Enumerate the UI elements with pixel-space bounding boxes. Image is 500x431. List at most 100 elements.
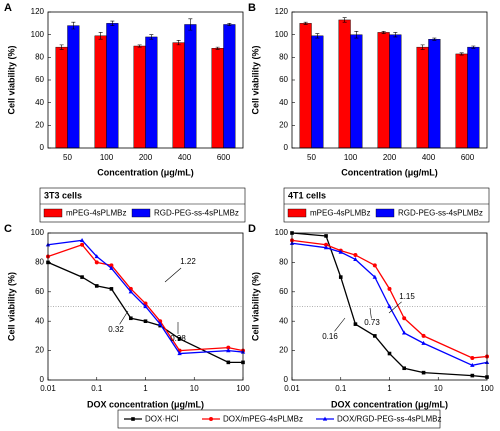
- y-tick-label: 40: [279, 98, 288, 107]
- error-bar: [110, 20, 115, 26]
- marker: [324, 242, 329, 247]
- error-bar: [420, 44, 425, 50]
- marker: [470, 355, 475, 360]
- x-axis-label: Concentration (μg/mL): [341, 167, 438, 177]
- x-tick-label: 600: [461, 153, 475, 162]
- plot-frame: [291, 232, 488, 381]
- legend-box: [283, 187, 490, 223]
- error-bar: [471, 45, 476, 49]
- marker: [401, 330, 407, 335]
- error-bar: [354, 30, 359, 39]
- y-tick-label: 0: [284, 143, 289, 152]
- y-tick-label: 100: [275, 30, 289, 39]
- series-line: [47, 239, 244, 355]
- legend-label: RGD-PEG-ss-4sPLMBz: [154, 209, 239, 218]
- y-tick-label: 40: [279, 316, 288, 325]
- legend-title: 4T1 cells: [288, 190, 326, 200]
- error-bar: [432, 37, 437, 41]
- y-axis-label: Cell viability (%): [250, 272, 260, 341]
- x-axis-label: DOX concentration (μg/mL): [87, 399, 204, 409]
- annotation: 0.32: [108, 325, 124, 334]
- error-bar: [98, 32, 103, 40]
- bar: [172, 42, 185, 149]
- legend-swatch: [131, 208, 151, 218]
- marker: [109, 263, 114, 268]
- bar: [145, 36, 158, 149]
- marker: [94, 284, 99, 288]
- y-tick-label: 0: [284, 375, 289, 384]
- panel-label: B: [248, 2, 256, 14]
- marker: [338, 249, 343, 254]
- annotation: 0.16: [322, 332, 338, 341]
- bar: [94, 35, 107, 149]
- x-tick-label: 1: [143, 384, 148, 393]
- x-tick-label: 50: [307, 153, 316, 162]
- marker: [372, 263, 377, 268]
- x-tick-label: 100: [236, 384, 250, 393]
- error-bar: [137, 44, 142, 48]
- marker: [109, 265, 114, 270]
- error-bar: [176, 40, 181, 46]
- marker: [338, 275, 343, 279]
- marker: [157, 321, 163, 326]
- x-tick-label: 0.1: [335, 384, 347, 393]
- annotation-arrow: [388, 301, 402, 314]
- bar: [299, 23, 312, 149]
- y-tick-label: 100: [31, 30, 45, 39]
- marker: [143, 301, 148, 306]
- bar: [55, 46, 68, 149]
- y-tick-label: 40: [35, 316, 44, 325]
- legend-label: RGD-PEG-ss-4sPLMBz: [398, 209, 483, 218]
- marker: [421, 333, 426, 338]
- y-tick-label: 60: [279, 75, 288, 84]
- marker: [421, 340, 426, 345]
- y-tick-label: 100: [31, 228, 45, 237]
- marker: [353, 322, 358, 326]
- y-tick-label: 120: [31, 7, 45, 16]
- marker: [109, 287, 114, 291]
- y-tick-label: 80: [35, 258, 44, 267]
- annotation: 0.98: [170, 334, 186, 343]
- marker: [129, 316, 133, 321]
- marker: [226, 345, 231, 350]
- bar: [133, 45, 146, 149]
- marker: [402, 366, 406, 371]
- bar: [455, 53, 468, 149]
- x-tick-label: 100: [100, 153, 114, 162]
- x-tick-label: 200: [139, 153, 153, 162]
- y-tick-label: 60: [279, 287, 288, 296]
- series-line: [291, 232, 488, 378]
- annotation-arrow: [369, 307, 372, 319]
- marker: [373, 334, 377, 338]
- marker: [177, 337, 182, 341]
- marker: [79, 237, 85, 242]
- legend-title: 3T3 cells: [44, 190, 82, 200]
- marker: [402, 316, 407, 321]
- bar: [211, 48, 224, 149]
- bar: [338, 19, 351, 149]
- error-bar: [459, 52, 464, 56]
- marker: [387, 351, 392, 356]
- x-tick-label: 400: [178, 153, 192, 162]
- bar: [223, 24, 236, 149]
- marker: [387, 286, 392, 291]
- bar: [416, 46, 429, 149]
- series-line: [291, 239, 488, 359]
- legend-marker: [322, 416, 328, 421]
- panel-label: A: [4, 2, 12, 14]
- annotation: 1.22: [180, 257, 196, 266]
- series-line: [47, 243, 244, 352]
- y-tick-label: 20: [35, 120, 44, 129]
- x-tick-label: 1: [387, 384, 392, 393]
- y-tick-label: 0: [40, 143, 45, 152]
- legend-label: DOX/RGD-PEG-ss-4sPLMBz: [337, 415, 441, 424]
- marker: [323, 245, 329, 250]
- bar: [67, 25, 80, 149]
- plot-frame: [47, 232, 244, 381]
- y-tick-label: 60: [35, 287, 44, 296]
- marker: [353, 253, 358, 258]
- marker: [128, 289, 134, 294]
- y-tick-label: 40: [35, 98, 44, 107]
- legend-label: mPEG-4sPLMBz: [310, 209, 370, 218]
